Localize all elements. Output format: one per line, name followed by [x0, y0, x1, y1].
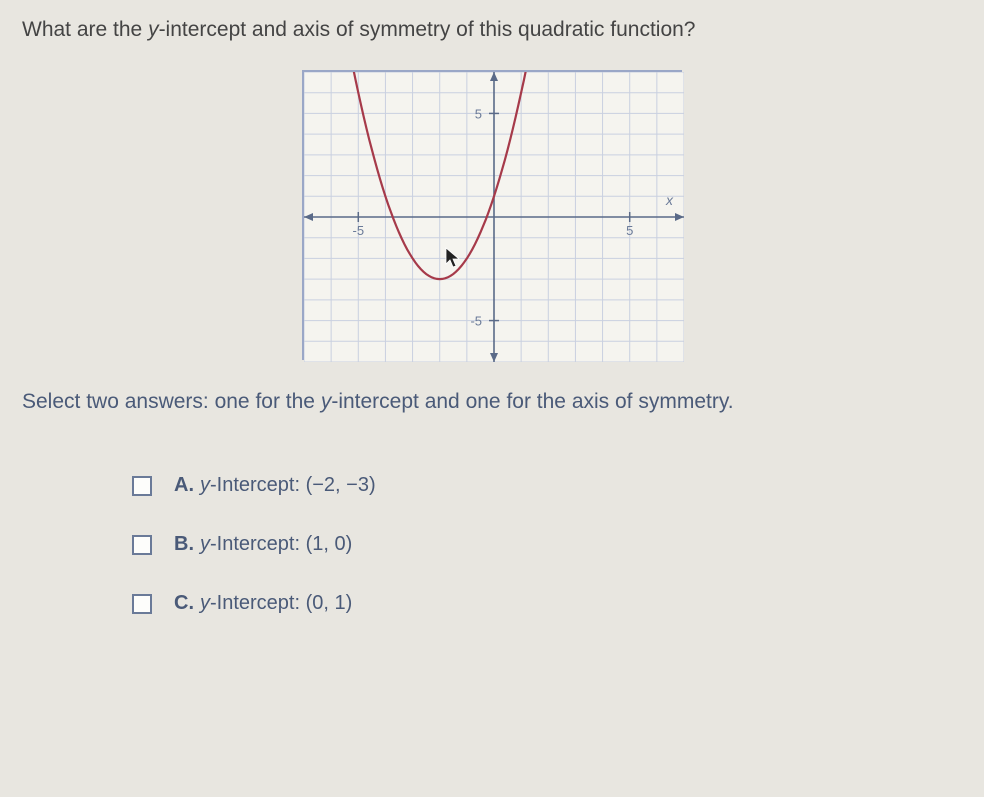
option-var: y [200, 592, 210, 615]
option-a[interactable]: A. y-Intercept: (−2, −3) [132, 474, 962, 497]
option-letter: C. [174, 592, 194, 615]
instruction-prefix: Select two answers: one for the [22, 390, 321, 413]
instruction-var: y [321, 390, 332, 413]
question-rest: -intercept and axis of symmetry of this … [159, 18, 696, 41]
checkbox-a[interactable] [132, 476, 152, 496]
option-letter: B. [174, 533, 194, 556]
option-letter: A. [174, 474, 194, 497]
graph-container: 5 -5 5 -5 x [302, 70, 682, 360]
option-b[interactable]: B. y-Intercept: (1, 0) [132, 533, 962, 556]
svg-text:5: 5 [475, 106, 482, 121]
checkbox-b[interactable] [132, 535, 152, 555]
question-prefix: What are the [22, 18, 148, 41]
svg-text:-5: -5 [353, 223, 365, 238]
instruction-text: Select two answers: one for the y-interc… [22, 390, 962, 414]
question-text: What are the y-intercept and axis of sym… [22, 18, 962, 42]
option-c[interactable]: C. y-Intercept: (0, 1) [132, 592, 962, 615]
svg-text:5: 5 [626, 223, 633, 238]
question-var: y [148, 18, 159, 41]
svg-text:x: x [665, 192, 674, 208]
options-list: A. y-Intercept: (−2, −3) B. y-Intercept:… [22, 474, 962, 615]
checkbox-c[interactable] [132, 594, 152, 614]
option-label: -Intercept: (0, 1) [210, 592, 352, 615]
option-var: y [200, 533, 210, 556]
svg-text:-5: -5 [470, 314, 482, 329]
option-label: -Intercept: (−2, −3) [210, 474, 376, 497]
option-var: y [200, 474, 210, 497]
instruction-rest: -intercept and one for the axis of symme… [331, 390, 733, 413]
quadratic-graph: 5 -5 5 -5 x [304, 72, 684, 362]
option-label: -Intercept: (1, 0) [210, 533, 352, 556]
